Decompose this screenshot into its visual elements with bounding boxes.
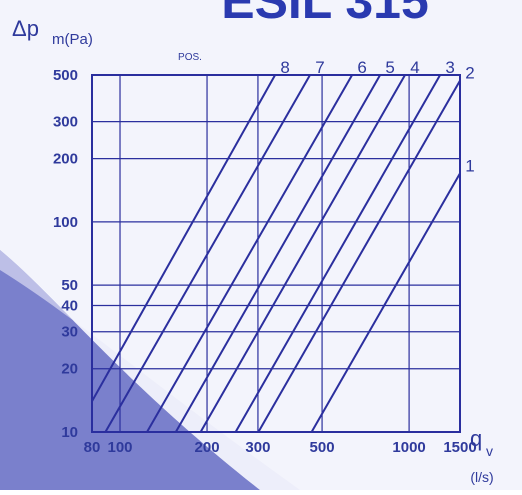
series-line	[91, 74, 276, 402]
y-tick-label: 30	[61, 324, 78, 341]
chart-title: ESIL 315	[221, 0, 429, 29]
series-label: 5	[385, 58, 394, 77]
y-tick-label: 300	[53, 114, 78, 131]
series-label: 8	[280, 58, 289, 77]
x-axis-unit: (l/s)	[470, 469, 493, 485]
series-line	[174, 74, 381, 433]
x-tick-label: 200	[195, 439, 220, 456]
decor-swoosh	[0, 250, 260, 490]
legend-title: POS.	[178, 52, 202, 63]
y-axis-label-sub: m(Pa)	[52, 31, 93, 48]
series-label: 6	[357, 58, 366, 77]
y-tick-label: 40	[61, 297, 78, 314]
x-tick-label: 1000	[392, 439, 425, 456]
series-line	[234, 74, 441, 433]
series-label: 4	[410, 58, 419, 77]
series-line	[104, 74, 311, 433]
y-axis-label: Δp	[12, 16, 39, 41]
y-tick-label: 200	[53, 151, 78, 168]
series-label: 2	[465, 64, 474, 83]
y-tick-label: 50	[61, 277, 78, 294]
series-line	[199, 74, 406, 433]
y-tick-label: 500	[53, 67, 78, 84]
x-tick-label: 300	[245, 439, 270, 456]
series-label: 7	[315, 58, 324, 77]
y-tick-label: 20	[61, 361, 78, 378]
series-line	[310, 172, 461, 433]
series-label: 3	[445, 58, 454, 77]
x-axis-label: q	[470, 426, 482, 451]
y-tick-label: 10	[61, 424, 78, 441]
x-tick-label: 100	[107, 439, 132, 456]
series-line	[146, 74, 353, 433]
x-tick-label: 80	[84, 439, 101, 456]
x-tick-label: 500	[310, 439, 335, 456]
series-label: 1	[465, 156, 474, 175]
x-tick-label: 1500	[443, 439, 476, 456]
x-axis-label-sub: v	[486, 443, 493, 459]
y-tick-label: 100	[53, 214, 78, 231]
series-line	[257, 80, 461, 433]
